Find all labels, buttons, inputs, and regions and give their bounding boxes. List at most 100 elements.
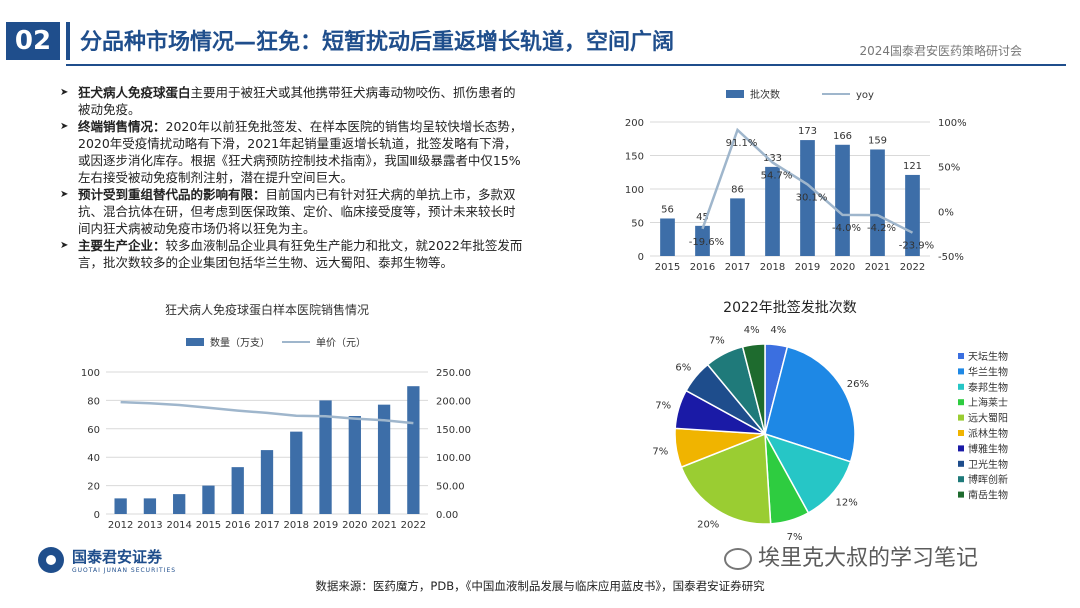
y2-tick-label: 150.00 [436, 425, 471, 436]
x-tick-label: 2015 [196, 520, 221, 531]
bar-value-label: 86 [731, 184, 744, 195]
legend-label: 天坛生物 [968, 350, 1008, 363]
legend-swatch [958, 368, 964, 375]
y2-tick-label: 100.00 [436, 453, 471, 464]
legend-swatch [958, 353, 964, 359]
bar [114, 498, 127, 514]
pie-slice-label: 7% [787, 532, 803, 540]
pie-slice [764, 345, 856, 463]
pie-slice [680, 432, 772, 525]
arrow-bullet-icon: ➤ [60, 121, 69, 132]
legend-label: 南岳生物 [968, 489, 1008, 502]
chart-title: 狂犬病人免疫球蛋白样本医院销售情况 [165, 302, 369, 317]
bar-value-label: 121 [903, 161, 922, 172]
y-tick-label: 50 [631, 219, 644, 230]
pie-slice-label: 7% [652, 447, 668, 458]
x-tick-label: 2019 [313, 520, 338, 531]
arrow-bullet-icon: ➤ [60, 240, 69, 251]
pie-slice-label: 4% [744, 325, 760, 336]
legend-swatch [958, 383, 964, 390]
x-tick-label: 2018 [760, 262, 785, 273]
x-tick-label: 2017 [254, 520, 279, 531]
bar [319, 400, 332, 514]
y-tick-label: 60 [87, 425, 100, 436]
x-tick-label: 2012 [108, 520, 133, 531]
header-accent-bar [66, 22, 70, 60]
bullet-text: 主要用于被狂犬或其他携带狂犬病毒动物咬伤、抓伤患者的被动免疫。 [78, 85, 516, 117]
x-tick-label: 2017 [725, 262, 750, 273]
y-tick-label: 200 [625, 118, 644, 129]
batch-approval-chart: 批次数 yoy 0 50 100 150 200 -50% 0% 50% 100% 2015 56 201… [625, 88, 967, 273]
pie-slice-label: 4% [770, 325, 786, 336]
x-tick-label: 2022 [401, 520, 426, 531]
wechat-icon [724, 548, 752, 570]
x-tick-label: 2016 [225, 520, 250, 531]
source-note: 数据来源：医药魔方，PDB，《中国血液制品发展与临床应用蓝皮书》，国泰君安证券研… [315, 579, 765, 593]
bar-value-label: 173 [798, 126, 817, 137]
bullet-text: 较多血液制品企业具有狂免生产能力和批文，就2022年批签发而言，批次数较多的企业… [78, 238, 523, 270]
logo-name-en: GUOTAI JUNAN SECURITIES [72, 567, 177, 574]
arrow-bullet-icon: ➤ [60, 87, 69, 98]
legend-label: 博晖创新 [968, 473, 1008, 486]
x-tick-label: 2013 [137, 520, 162, 531]
bullet-label: 终端销售情况： [78, 119, 166, 134]
watermark-text: 埃里克大叔的学习笔记 [758, 546, 979, 571]
logo-icon [38, 547, 64, 573]
legend-bar-swatch [186, 338, 204, 346]
pie-slice-label: 7% [655, 400, 671, 411]
bullet-label: 预计受到重组替代品的影响有限： [78, 187, 266, 202]
legend-label: 华兰生物 [968, 365, 1008, 378]
y2-tick-label: 50.00 [436, 482, 465, 493]
bar [660, 218, 675, 256]
bullet-text: 2020年以前狂免批签发、在样本医院的销售均呈较快增长态势，2020年受疫情扰动… [78, 119, 523, 185]
bar [800, 140, 815, 256]
conference-name: 2024国泰君安医药策略研讨会 [859, 44, 1022, 58]
legend-swatch [958, 399, 964, 406]
line-value-label: 91.1% [726, 138, 758, 149]
bar [407, 386, 420, 514]
header-divider [66, 64, 1066, 66]
legend-line-label: yoy [856, 90, 874, 101]
y-tick-label: 100 [81, 368, 100, 379]
y-tick-label: 0 [638, 252, 644, 263]
approval-share-pie: 2022年批签发批次数 4% 天坛生物 26% 华兰生物 12% 泰邦生物 7% 上海莱士 20%… [652, 299, 1008, 540]
y2-tick-label: 100% [938, 118, 967, 129]
arrow-bullet-icon: ➤ [60, 189, 69, 200]
bullet-item: ➤ 狂犬病人免疫球蛋白主要用于被狂犬或其他携带狂犬病毒动物咬伤、抓伤患者的被动免疫… [56, 84, 526, 118]
watermark: 埃里克大叔的学习笔记 [724, 540, 978, 572]
pie-slice [741, 343, 766, 435]
page-header: 02 分品种市场情况—狂免：短暂扰动后重返增长轨道，空间广阔 2024国泰君安医… [0, 0, 1080, 68]
bar [765, 166, 780, 256]
bar [905, 174, 920, 256]
bar-value-label: 56 [661, 204, 674, 215]
x-tick-label: 2018 [284, 520, 309, 531]
line-value-label: 54.7% [761, 170, 793, 181]
legend-swatch [958, 460, 964, 467]
legend-label: 卫光生物 [968, 458, 1008, 471]
legend-label: 泰邦生物 [968, 381, 1008, 394]
legend-bar-label: 批次数 [750, 88, 780, 101]
logo-name-cn: 国泰君安证券 [72, 548, 163, 566]
bar [730, 198, 745, 256]
legend-swatch [958, 476, 964, 483]
pie-slice-label: 6% [675, 362, 691, 373]
bullet-item: ➤ 主要生产企业：较多血液制品企业具有狂免生产能力和批文，就2022年批签发而言，… [56, 237, 526, 271]
y-tick-label: 20 [87, 482, 100, 493]
line-value-label: -19.6% [689, 237, 724, 248]
bar [143, 498, 157, 514]
y2-tick-label: 200.00 [436, 396, 471, 407]
bar [260, 450, 274, 514]
x-tick-label: 2020 [830, 262, 855, 273]
bar-value-label: 166 [833, 131, 852, 142]
y-tick-label: 150 [625, 152, 644, 163]
legend-swatch [958, 445, 964, 452]
y-tick-label: 40 [87, 453, 100, 464]
y-tick-label: 80 [87, 396, 100, 407]
bar [695, 225, 710, 256]
legend-line-label: 单价（元） [316, 337, 366, 349]
bullet-list: ➤ 狂犬病人免疫球蛋白主要用于被狂犬或其他携带狂犬病毒动物咬伤、抓伤患者的被动免疫… [56, 84, 526, 271]
bullet-item: ➤ 预计受到重组替代品的影响有限：目前国内已有针对狂犬病的单抗上市，多款双抗、混合… [56, 186, 526, 237]
legend-label: 博雅生物 [968, 442, 1008, 455]
bar [870, 149, 885, 256]
